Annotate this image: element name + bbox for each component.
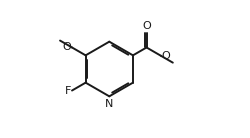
Text: O: O (63, 42, 72, 52)
Text: O: O (142, 21, 151, 31)
Text: N: N (105, 99, 114, 108)
Text: O: O (162, 51, 170, 61)
Text: F: F (65, 86, 71, 95)
